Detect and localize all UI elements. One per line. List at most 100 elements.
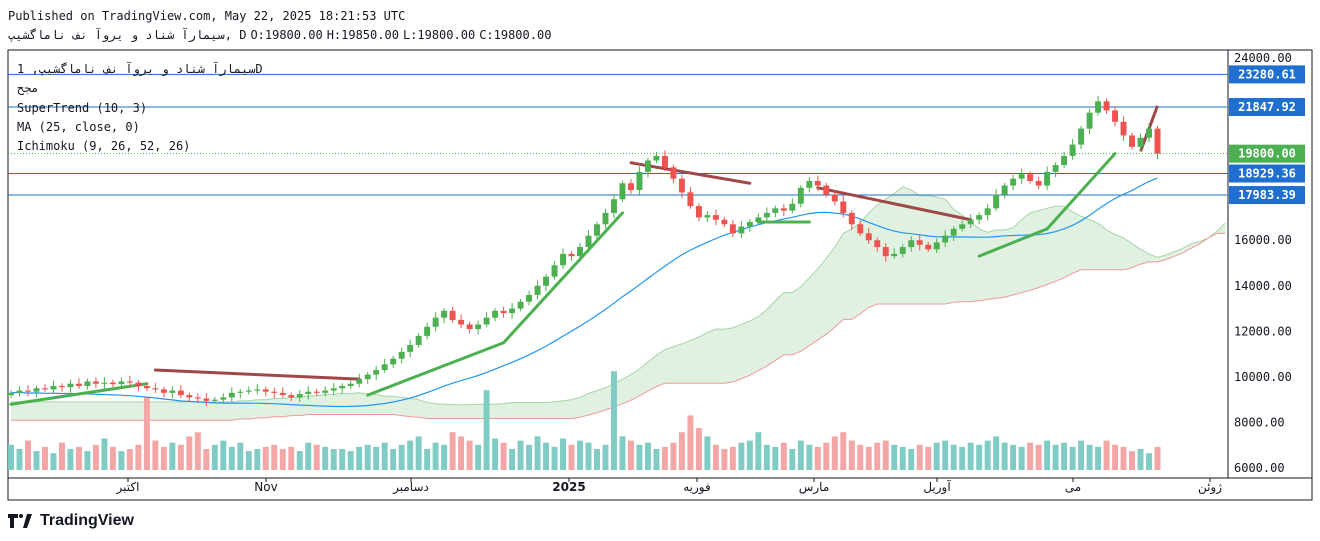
volume-bar: [526, 444, 533, 470]
volume-bar: [339, 449, 346, 470]
candle-body: [407, 345, 414, 352]
legend-ichimoku[interactable]: Ichimoku (9, 26, 52, 26): [17, 139, 191, 154]
volume-bar: [296, 451, 303, 470]
volume-bar: [41, 446, 48, 470]
tradingview-logo[interactable]: TradingView: [8, 511, 134, 531]
volume-bar: [789, 449, 796, 470]
candle-body: [441, 310, 448, 318]
candle-body: [458, 319, 465, 325]
volume-bar: [755, 432, 762, 470]
price-line-badge: [1229, 98, 1305, 117]
legend-title[interactable]: سیمارآ شناد و یروآ نف ناماگشیپ, 1D: [17, 62, 263, 76]
candle-body: [738, 226, 745, 234]
supertrend-segment: [9, 382, 149, 406]
candle-body: [526, 294, 533, 302]
volume-bar: [568, 444, 575, 470]
candle-body: [517, 301, 524, 309]
candle-body: [925, 244, 932, 250]
price-line-label: 17983.39: [1238, 188, 1296, 202]
candle-body: [772, 208, 779, 213]
volume-bar: [840, 432, 847, 470]
price-line-badge: [1229, 164, 1305, 183]
volume-bar: [1112, 444, 1119, 470]
candle-body: [390, 358, 397, 365]
volume-bar: [976, 444, 983, 470]
supertrend-segment: [1045, 152, 1117, 231]
tradingview-logo-icon: [8, 514, 32, 528]
volume-bar: [483, 390, 490, 470]
legend-volume[interactable]: مجح: [17, 81, 39, 96]
legend-supertrend[interactable]: SuperTrend (10, 3): [17, 100, 148, 115]
candle-body: [993, 194, 1000, 209]
candle-body: [16, 390, 23, 393]
candle-body: [279, 392, 286, 396]
candle-body: [695, 206, 702, 218]
ichimoku-cloud: [11, 186, 1226, 421]
supertrend-segment: [816, 186, 973, 222]
candle-body: [356, 379, 363, 384]
candle-body: [169, 390, 176, 393]
volume-bar: [721, 449, 728, 470]
candle-body: [611, 199, 617, 213]
candle-body: [568, 253, 575, 257]
candle-body: [1095, 101, 1102, 113]
indicator-legend: سیمارآ شناد و یروآ نف ناماگشیپ, 1D مجح S…: [17, 60, 263, 156]
candle-body: [865, 233, 872, 241]
volume-bar: [857, 444, 864, 470]
volume-bar: [746, 440, 753, 470]
volume-bar: [1044, 440, 1051, 470]
volume-bar: [874, 442, 881, 470]
candle-body: [1086, 112, 1093, 129]
candle-body: [891, 253, 898, 257]
volume-bar: [942, 440, 949, 470]
volume-bar: [865, 446, 872, 470]
candle-body: [8, 392, 14, 396]
candle-body: [194, 397, 201, 399]
candle-body: [1069, 144, 1076, 156]
candle-body: [814, 181, 821, 186]
candle-body: [58, 386, 65, 388]
candle-body: [848, 212, 855, 225]
candle-body: [823, 185, 830, 195]
volume-bar: [1095, 446, 1102, 470]
candle-body: [627, 183, 634, 191]
volume-bar: [627, 440, 634, 470]
volume-bar: [407, 440, 414, 470]
ohlc-open: O:19800.00: [250, 28, 323, 42]
volume-bar: [560, 438, 566, 470]
legend-ma[interactable]: MA (25, close, 0): [17, 119, 140, 134]
candle-body: [262, 389, 269, 392]
ichimoku-span-a: [11, 186, 1226, 406]
volume-bar: [203, 449, 210, 470]
volume-bar: [67, 449, 74, 470]
symbol-name: سیمارآ شناد و یروآ نف ناماگشیپ, D: [8, 28, 247, 42]
candle-body: [1137, 137, 1144, 147]
candle-body: [857, 224, 864, 234]
volume-bar: [16, 449, 23, 470]
candle-body: [152, 388, 159, 390]
candle-body: [50, 386, 57, 390]
volume-bar: [1129, 451, 1136, 470]
volume-bar: [704, 436, 711, 470]
volume-bar: [415, 436, 422, 470]
volume-bar: [1035, 444, 1042, 470]
volume-bar: [101, 438, 108, 470]
candle-body: [967, 219, 974, 225]
volume-bar: [908, 449, 915, 470]
volume-bar: [1103, 440, 1110, 470]
ohlc-high: H:19850.00: [326, 28, 399, 42]
candle-body: [1078, 128, 1085, 145]
candle-body: [135, 382, 142, 386]
candle-body: [984, 208, 991, 216]
candle-body: [220, 397, 227, 400]
volume-bar: [1154, 446, 1161, 470]
price-line-label: 21847.92: [1238, 100, 1296, 114]
volume-bar: [33, 451, 40, 470]
volume-bar: [517, 440, 524, 470]
candle-body: [908, 240, 915, 248]
last-price-label: 19800.00: [1238, 147, 1296, 161]
candle-body: [500, 310, 507, 314]
candle-body: [543, 276, 550, 286]
candle-body: [67, 383, 74, 388]
